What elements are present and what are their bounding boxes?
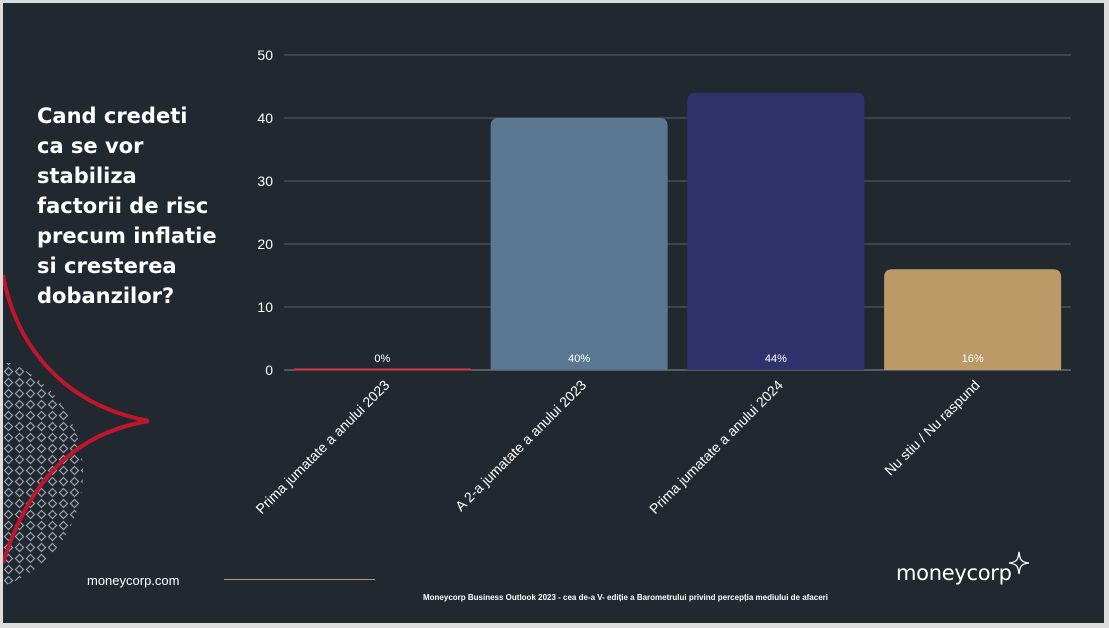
data-label: 40% bbox=[568, 353, 590, 365]
bar bbox=[293, 368, 471, 371]
data-label: 0% bbox=[374, 353, 390, 365]
y-tick-label: 0 bbox=[265, 362, 273, 378]
y-tick-label: 50 bbox=[257, 47, 273, 63]
x-tick-label: Prima jumatate a anului 2024 bbox=[646, 377, 786, 517]
x-tick-label: Nu stiu / Nu raspund bbox=[881, 377, 983, 479]
footer-url[interactable]: moneycorp.com bbox=[87, 573, 180, 588]
bar bbox=[490, 118, 668, 370]
y-tick-label: 30 bbox=[257, 173, 273, 189]
data-label: 44% bbox=[765, 353, 787, 365]
decorative-graphic bbox=[3, 274, 150, 593]
y-tick-label: 40 bbox=[257, 110, 273, 126]
data-label: 16% bbox=[962, 353, 984, 365]
y-tick-label: 10 bbox=[257, 299, 273, 315]
footer-note: Moneycorp Business Outlook 2023 - cea de… bbox=[422, 593, 828, 602]
bar bbox=[884, 269, 1062, 370]
bar bbox=[687, 92, 865, 371]
red-arc-upper bbox=[3, 274, 150, 423]
bar-chart: 0 10 20 30 40 50 0% Prima jumatate a anului 202… bbox=[252, 47, 1071, 517]
moneycorp-logo: moneycorp bbox=[896, 561, 1012, 585]
red-arc-lower bbox=[3, 419, 150, 564]
question-text: Cand credeti ca se vor stabiliza factori… bbox=[37, 104, 217, 308]
x-tick-label: Prima jumatate a anului 2023 bbox=[252, 377, 392, 517]
y-tick-label: 20 bbox=[257, 236, 273, 252]
bars bbox=[293, 92, 1062, 371]
sparkle-icon bbox=[1008, 551, 1030, 575]
slide: Cand credeti ca se vor stabiliza factori… bbox=[3, 3, 1104, 623]
footer-divider bbox=[224, 579, 375, 580]
x-tick-label: A 2-a jumatate a anului 2023 bbox=[452, 377, 589, 514]
